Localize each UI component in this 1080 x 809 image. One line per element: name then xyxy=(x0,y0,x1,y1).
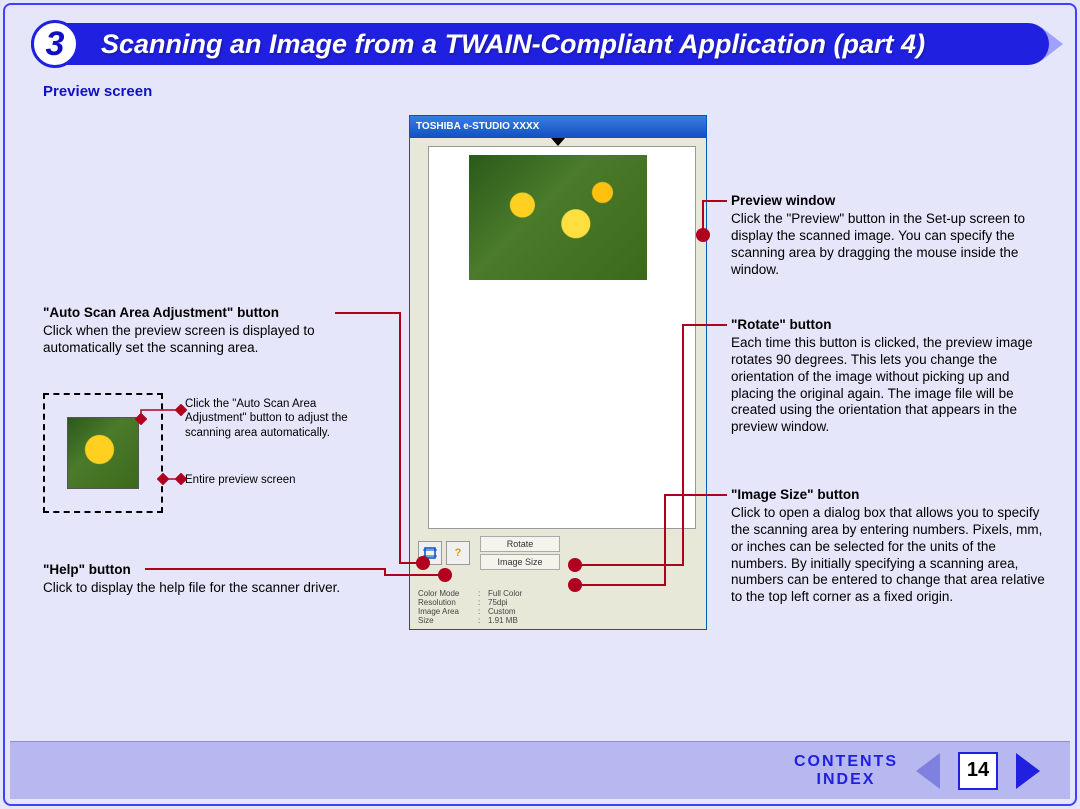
callout-body: Each time this button is clicked, the pr… xyxy=(731,335,1051,436)
auto-scan-area-button[interactable] xyxy=(418,541,442,565)
help-icon: ? xyxy=(455,547,462,559)
prev-page-button[interactable] xyxy=(916,753,940,789)
section-subtitle: Preview screen xyxy=(43,83,152,100)
scan-info-table: Color Mode:Full Color Resolution:75dpi I… xyxy=(418,589,698,625)
table-row: Resolution:75dpi xyxy=(418,598,698,607)
page-number: 14 xyxy=(958,752,998,790)
callout-label: "Auto Scan Area Adjustment" button xyxy=(43,305,373,322)
rotate-button[interactable]: Rotate xyxy=(480,536,560,552)
callout-label: Preview window xyxy=(731,193,1041,210)
callout-image-size: "Image Size" button Click to open a dial… xyxy=(731,487,1051,606)
page-title: Scanning an Image from a TWAIN-Compliant… xyxy=(101,29,925,60)
step-number-badge: 3 xyxy=(31,20,79,68)
callout-body: Click to open a dialog box that allows y… xyxy=(731,505,1051,606)
callout-body: Click the "Preview" button in the Set-up… xyxy=(731,211,1041,279)
callout-auto-scan: "Auto Scan Area Adjustment" button Click… xyxy=(43,305,373,357)
entire-preview-thumbnail-frame xyxy=(43,393,163,513)
thumb-note-auto-scan: Click the "Auto Scan Area Adjustment" bu… xyxy=(185,397,365,440)
callout-label: "Help" button xyxy=(43,562,383,579)
image-size-button[interactable]: Image Size xyxy=(480,554,560,570)
page-container: Scanning an Image from a TWAIN-Compliant… xyxy=(3,3,1077,806)
footer-links: CONTENTS INDEX xyxy=(794,753,898,789)
table-row: Size:1.91 MB xyxy=(418,616,698,625)
help-button[interactable]: ? xyxy=(446,541,470,565)
header-bar: Scanning an Image from a TWAIN-Compliant… xyxy=(31,23,1049,65)
table-row: Color Mode:Full Color xyxy=(418,589,698,598)
callout-label: "Rotate" button xyxy=(731,317,1051,334)
index-link[interactable]: INDEX xyxy=(794,771,898,789)
callout-rotate: "Rotate" button Each time this button is… xyxy=(731,317,1051,436)
callout-body: Click when the preview screen is display… xyxy=(43,323,373,357)
marker-triangle-icon xyxy=(551,138,565,146)
table-row: Image Area:Custom xyxy=(418,607,698,616)
scanner-preview-window: TOSHIBA e-STUDIO XXXX ? Rotate Image Siz… xyxy=(409,115,707,630)
callout-body: Click to display the help file for the s… xyxy=(43,580,383,597)
preview-pane xyxy=(428,146,696,529)
callout-label: "Image Size" button xyxy=(731,487,1051,504)
callout-help: "Help" button Click to display the help … xyxy=(43,562,383,597)
next-page-button[interactable] xyxy=(1016,753,1040,789)
footer-bar: CONTENTS INDEX 14 xyxy=(10,741,1070,799)
thumb-note-entire: Entire preview screen xyxy=(185,473,365,487)
crop-icon xyxy=(423,546,437,560)
thumbnail-image xyxy=(67,417,139,489)
toolbar: ? Rotate Image Size xyxy=(418,539,698,567)
scanned-image-preview xyxy=(469,155,647,280)
contents-link[interactable]: CONTENTS xyxy=(794,753,898,771)
callout-preview-window: Preview window Click the "Preview" butto… xyxy=(731,193,1041,278)
window-titlebar: TOSHIBA e-STUDIO XXXX xyxy=(410,116,706,138)
